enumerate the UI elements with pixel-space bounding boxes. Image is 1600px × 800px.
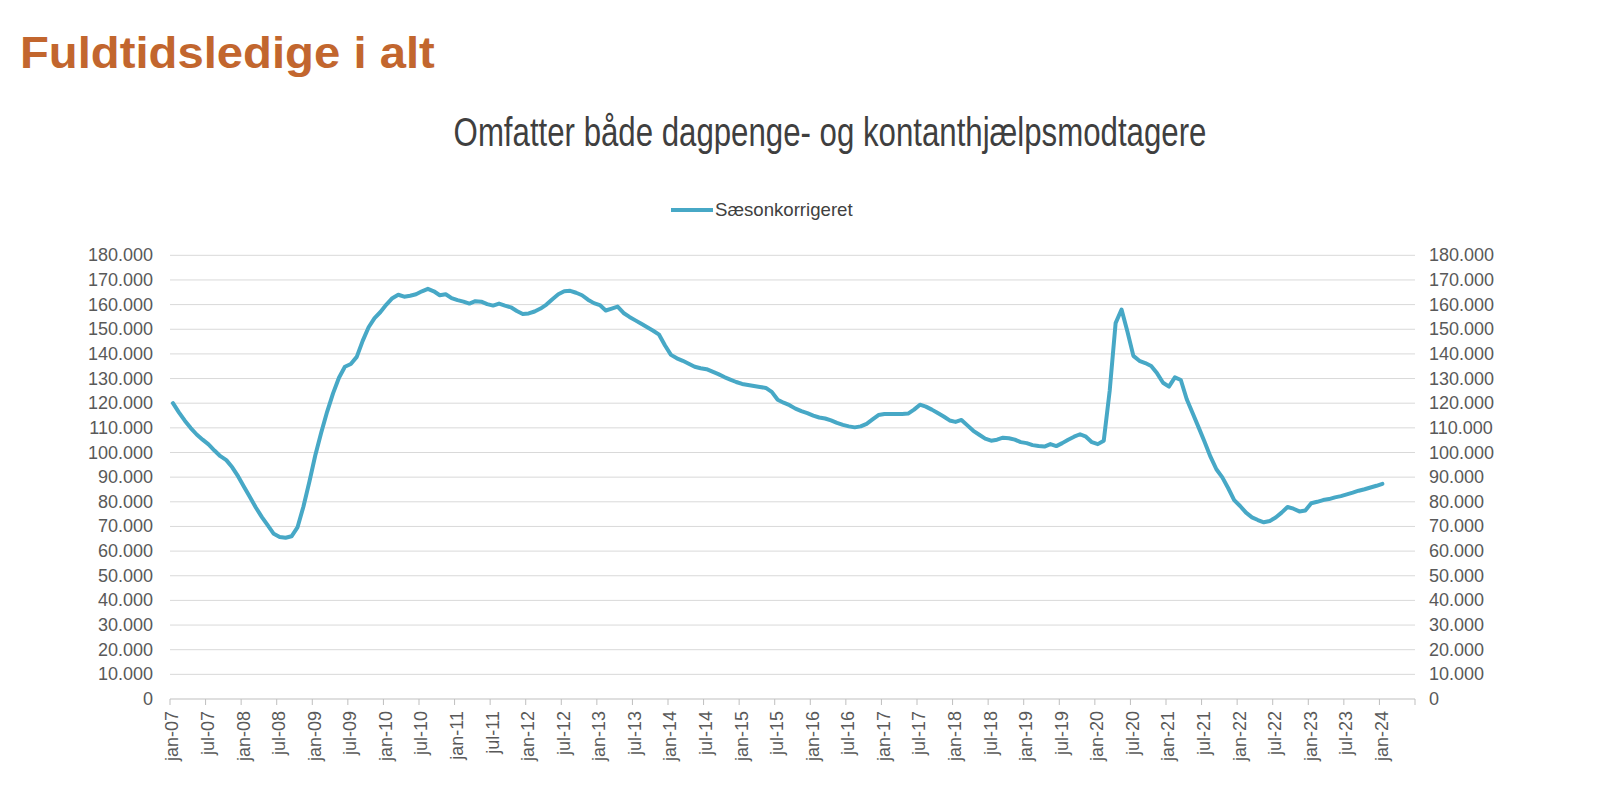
x-axis-label: jul-20 [1123, 711, 1143, 756]
series-saesonkorrigeret-line [173, 289, 1382, 538]
x-axis-label: jul-07 [198, 711, 218, 756]
y-axis-label-right: 170.000 [1429, 270, 1494, 290]
x-axis-label: jan-19 [1016, 711, 1036, 762]
x-axis-label: jul-15 [767, 711, 787, 756]
x-axis-label: jul-22 [1265, 711, 1285, 756]
y-axis-label-right: 70.000 [1429, 516, 1484, 536]
x-axis-label: jul-13 [625, 711, 645, 756]
x-axis-label: jan-23 [1301, 711, 1321, 762]
y-axis-label-left: 160.000 [88, 295, 153, 315]
y-axis-label-right: 100.000 [1429, 443, 1494, 463]
x-axis-label: jul-16 [838, 711, 858, 756]
x-axis-label: jan-15 [732, 711, 752, 762]
x-axis-label: jan-18 [945, 711, 965, 762]
y-axis-label-right: 180.000 [1429, 245, 1494, 265]
y-axis-label-left: 20.000 [98, 640, 153, 660]
y-axis-label-right: 50.000 [1429, 566, 1484, 586]
y-axis-label-right: 140.000 [1429, 344, 1494, 364]
x-axis-label: jul-10 [411, 711, 431, 756]
y-axis-label-left: 90.000 [98, 467, 153, 487]
y-axis-label-right: 60.000 [1429, 541, 1484, 561]
x-axis-label: jul-21 [1194, 711, 1214, 756]
y-axis-label-left: 50.000 [98, 566, 153, 586]
y-axis-label-left: 60.000 [98, 541, 153, 561]
y-axis-label-right: 130.000 [1429, 369, 1494, 389]
y-axis-label-left: 40.000 [98, 590, 153, 610]
y-axis-label-left: 130.000 [88, 369, 153, 389]
y-axis-label-right: 120.000 [1429, 393, 1494, 413]
x-axis-label: jan-10 [376, 711, 396, 762]
y-axis-label-left: 100.000 [88, 443, 153, 463]
x-axis-label: jan-21 [1158, 711, 1178, 762]
x-axis-label: jan-17 [874, 711, 894, 762]
y-axis-label-right: 0 [1429, 689, 1439, 709]
y-axis-label-left: 180.000 [88, 245, 153, 265]
x-axis-label: jan-13 [589, 711, 609, 762]
y-axis-label-left: 140.000 [88, 344, 153, 364]
line-chart: 0 0 10.000 10.000 20.000 20.000 30.000 30.000 40… [0, 0, 1600, 800]
y-axis-label-right: 110.000 [1429, 418, 1493, 438]
x-axis-label: jan-16 [803, 711, 823, 762]
x-axis-label: jul-17 [909, 711, 929, 756]
y-axis-label-right: 150.000 [1429, 319, 1494, 339]
y-axis-label-left: 10.000 [98, 664, 153, 684]
x-axis-label: jul-09 [340, 711, 360, 756]
x-axis-label: jul-11 [483, 711, 503, 755]
x-axis-label: jan-20 [1087, 711, 1107, 762]
page: Fuldtidsledige i alt Omfatter både dagpe… [0, 0, 1600, 800]
x-axis-label: jul-23 [1336, 711, 1356, 756]
x-axis-label: jul-18 [981, 711, 1001, 756]
y-axis-label-right: 40.000 [1429, 590, 1484, 610]
x-axis-label: jan-22 [1230, 711, 1250, 762]
x-axis-label: jan-11 [447, 711, 467, 761]
y-axis-label-left: 80.000 [98, 492, 153, 512]
y-axis-label-left: 0 [143, 689, 153, 709]
y-axis-label-right: 30.000 [1429, 615, 1484, 635]
x-axis-label: jan-14 [660, 711, 680, 762]
x-axis-label: jul-08 [269, 711, 289, 756]
x-axis-label: jul-19 [1052, 711, 1072, 756]
x-axis-label: jan-09 [305, 711, 325, 762]
y-axis-label-left: 110.000 [89, 418, 153, 438]
y-axis-label-right: 20.000 [1429, 640, 1484, 660]
y-axis-label-left: 120.000 [88, 393, 153, 413]
y-axis-label-left: 150.000 [88, 319, 153, 339]
y-axis-label-right: 80.000 [1429, 492, 1484, 512]
x-axis-label: jul-12 [554, 711, 574, 756]
x-axis-label: jan-12 [518, 711, 538, 762]
y-axis-label-left: 30.000 [98, 615, 153, 635]
y-axis-label-left: 70.000 [98, 516, 153, 536]
x-axis-label: jul-14 [696, 711, 716, 756]
y-axis-label-right: 160.000 [1429, 295, 1494, 315]
x-axis-label: jan-07 [162, 711, 182, 762]
y-axis-label-right: 10.000 [1429, 664, 1484, 684]
x-axis-label: jan-24 [1372, 711, 1392, 762]
x-axis-label: jan-08 [234, 711, 254, 762]
y-axis-label-right: 90.000 [1429, 467, 1484, 487]
y-axis-label-left: 170.000 [88, 270, 153, 290]
